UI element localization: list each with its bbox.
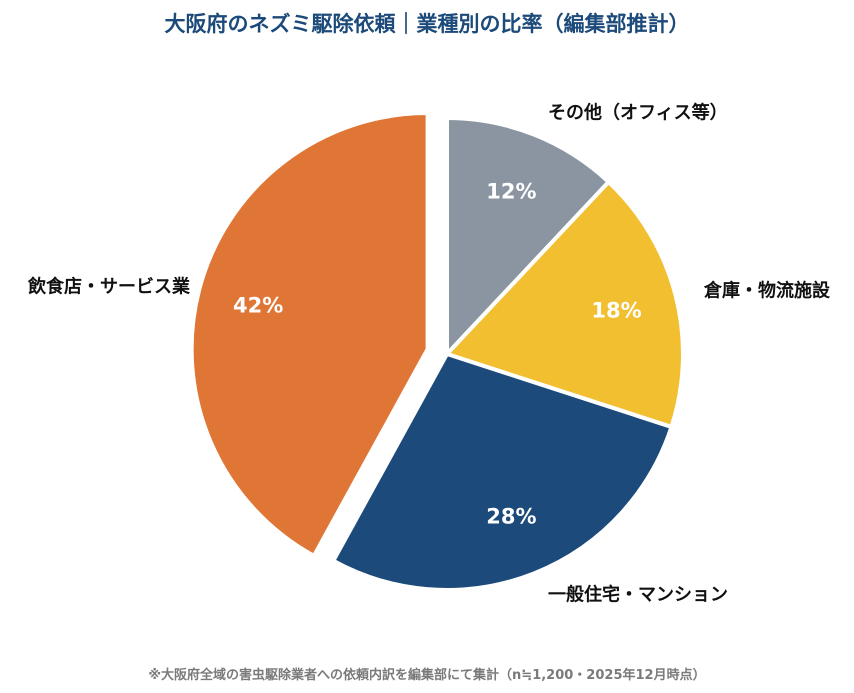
pie-slice-label-2: 倉庫・物流施設 xyxy=(703,280,831,302)
pie-slice-label-3: 一般住宅・マンション xyxy=(548,584,728,606)
pie-slices xyxy=(189,111,685,592)
pie-slice-percent-1: 12% xyxy=(486,179,536,203)
pie-slice-percent-4: 42% xyxy=(233,294,283,318)
chart-title: 大阪府のネズミ駆除依頼｜業種別の比率（編集部推計） xyxy=(164,12,690,36)
pie-slice-label-4: 飲食店・サービス業 xyxy=(27,276,191,298)
pie-slice-4 xyxy=(189,111,430,558)
pie-slice-percent-3: 28% xyxy=(486,505,536,529)
pie-slice-3 xyxy=(331,352,674,592)
pie-slice-1 xyxy=(445,116,611,356)
pie-slice-2 xyxy=(445,179,685,429)
pie-slice-percent-2: 18% xyxy=(591,298,641,322)
chart-footnote: ※大阪府全域の害虫駆除業者への依頼内訳を編集部にて集計（n≒1,200・2025… xyxy=(148,668,706,683)
percentage-labels: 12% 18% 28% 42% xyxy=(233,179,642,528)
pie-slice-label-1: その他（オフィス等） xyxy=(548,102,728,124)
